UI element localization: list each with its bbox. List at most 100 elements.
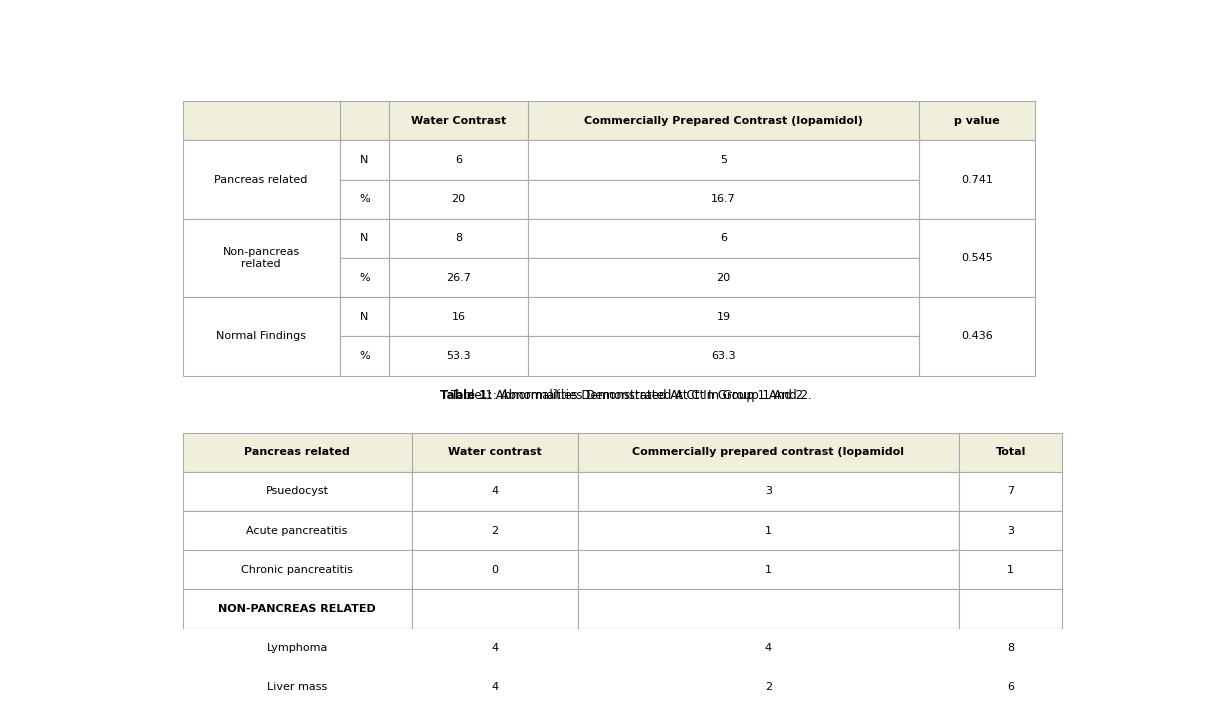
Bar [340, 141, 389, 180]
Text: Chronic pancreatitis: Chronic pancreatitis [241, 565, 354, 575]
Bar [529, 297, 919, 337]
Text: 20: 20 [716, 273, 731, 283]
Bar [340, 337, 389, 375]
Text: 8: 8 [1007, 643, 1014, 653]
Bar [389, 141, 529, 180]
Text: Normal Findings: Normal Findings [216, 332, 307, 341]
Bar [182, 590, 411, 629]
Text: 2: 2 [492, 526, 498, 536]
Bar [340, 297, 389, 337]
Bar [529, 258, 919, 297]
Text: N: N [360, 155, 368, 165]
Text: %: % [359, 273, 370, 283]
Text: 4: 4 [492, 643, 498, 653]
Text: N: N [360, 312, 368, 322]
Text: 5: 5 [719, 155, 727, 165]
Text: 0.545: 0.545 [961, 253, 993, 263]
Text: 6: 6 [455, 155, 462, 165]
Text: Abnormalities Demonstrated At Ct In Group 1 And 2.: Abnormalities Demonstrated At Ct In Grou… [492, 389, 807, 402]
Bar [340, 180, 389, 218]
Bar [958, 550, 1062, 590]
Text: 4: 4 [492, 486, 498, 496]
Bar [578, 472, 958, 511]
Text: 0.741: 0.741 [961, 175, 993, 185]
Text: Commercially Prepared Contrast (Iopamidol): Commercially Prepared Contrast (Iopamido… [584, 116, 862, 126]
Text: 53.3: 53.3 [446, 351, 471, 361]
Bar [529, 337, 919, 375]
Bar [182, 668, 411, 707]
Text: 8: 8 [455, 233, 462, 243]
Text: Pancreas related: Pancreas related [214, 175, 308, 185]
Text: 3: 3 [765, 486, 771, 496]
Text: 6: 6 [719, 233, 727, 243]
Bar [389, 337, 529, 375]
Text: 1: 1 [765, 565, 771, 575]
Text: 16: 16 [452, 312, 466, 322]
Bar [529, 101, 919, 141]
Bar [958, 668, 1062, 707]
Text: 7: 7 [1007, 486, 1014, 496]
Bar [529, 218, 919, 258]
Bar [389, 297, 529, 337]
Bar [182, 511, 411, 550]
Bar [578, 668, 958, 707]
Bar [919, 141, 1035, 218]
Text: Water contrast: Water contrast [447, 448, 541, 457]
Text: %: % [359, 194, 370, 204]
Text: 4: 4 [492, 682, 498, 692]
Bar [182, 101, 340, 141]
Text: 3: 3 [1007, 526, 1014, 536]
Text: %: % [359, 351, 370, 361]
Bar [182, 629, 411, 668]
Bar [411, 472, 578, 511]
Bar [389, 101, 529, 141]
Bar [411, 590, 578, 629]
Text: Lymphoma: Lymphoma [266, 643, 328, 653]
Text: Table 1:: Table 1: [440, 389, 492, 402]
Text: 1: 1 [1007, 565, 1014, 575]
Text: Water Contrast: Water Contrast [411, 116, 506, 126]
Bar [389, 180, 529, 218]
Bar [919, 297, 1035, 375]
Bar [340, 258, 389, 297]
Text: 26.7: 26.7 [446, 273, 471, 283]
Bar [529, 180, 919, 218]
Bar [182, 433, 411, 472]
Text: 19: 19 [716, 312, 731, 322]
Text: Acute pancreatitis: Acute pancreatitis [246, 526, 347, 536]
Bar [411, 629, 578, 668]
Bar [340, 101, 389, 141]
Text: 0: 0 [492, 565, 498, 575]
Bar [919, 218, 1035, 297]
Bar [182, 141, 340, 218]
Bar [411, 668, 578, 707]
Text: 20: 20 [452, 194, 466, 204]
Bar [919, 101, 1035, 141]
Bar [411, 433, 578, 472]
Bar [340, 218, 389, 258]
Bar [182, 218, 340, 297]
Text: 63.3: 63.3 [711, 351, 736, 361]
Bar [958, 511, 1062, 550]
Text: 0.436: 0.436 [961, 332, 993, 341]
Text: 6: 6 [1007, 682, 1014, 692]
Bar [958, 433, 1062, 472]
Text: p value: p value [954, 116, 999, 126]
Bar [578, 550, 958, 590]
Bar [958, 590, 1062, 629]
Text: 1: 1 [765, 526, 771, 536]
Bar [411, 511, 578, 550]
Text: Pancreas related: Pancreas related [244, 448, 350, 457]
Text: N: N [360, 233, 368, 243]
Text: 2: 2 [765, 682, 771, 692]
Text: NON-PANCREAS RELATED: NON-PANCREAS RELATED [218, 604, 376, 614]
Bar [182, 550, 411, 590]
Text: Table 1: Abnormalities Demonstrated At Ct In Group 1 And 2.: Table 1: Abnormalities Demonstrated At C… [451, 389, 812, 402]
Text: Non-pancreas
related: Non-pancreas related [223, 247, 299, 269]
Bar [411, 550, 578, 590]
Bar [578, 590, 958, 629]
Text: 4: 4 [765, 643, 771, 653]
Bar [182, 472, 411, 511]
Bar [958, 629, 1062, 668]
Text: Commercially prepared contrast (Iopamidol: Commercially prepared contrast (Iopamido… [632, 448, 904, 457]
